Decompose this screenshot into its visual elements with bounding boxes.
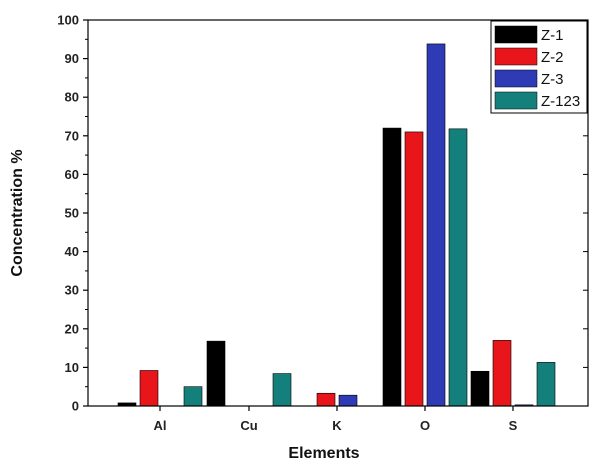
bar-z-123-o xyxy=(448,128,468,407)
legend-swatch-z-2 xyxy=(494,47,538,66)
bar-z-3-o xyxy=(426,43,446,407)
legend: Z-1 Z-2 Z-3 Z-123 xyxy=(490,20,588,114)
y-tick-label-70: 70 xyxy=(65,128,79,143)
x-tick-label-o: O xyxy=(420,418,430,433)
bar-z-1-o xyxy=(382,127,402,407)
bars-layer xyxy=(117,43,556,407)
x-tick-label-s: S xyxy=(509,418,518,433)
x-tick-label-k: K xyxy=(332,418,342,433)
x-tick-label-al: Al xyxy=(154,418,167,433)
y-tick-label-30: 30 xyxy=(65,283,79,298)
y-tick-label-20: 20 xyxy=(65,321,79,336)
y-tick-label-10: 10 xyxy=(65,360,79,375)
y-tick-label-90: 90 xyxy=(65,51,79,66)
legend-swatch-z-1 xyxy=(494,25,538,44)
legend-label-z-2: Z-2 xyxy=(541,49,564,66)
bar-z-123-cu xyxy=(272,373,292,407)
bar-z-2-al xyxy=(139,370,159,407)
axes-layer: 0 10 20 30 40 50 60 70 80 90 100 Al Cu K O S xyxy=(57,13,589,433)
y-tick-label-40: 40 xyxy=(65,244,79,259)
bar-z-2-s xyxy=(492,340,512,407)
bar-z-1-cu xyxy=(206,340,226,407)
legend-label-z-1: Z-1 xyxy=(541,27,564,44)
bar-z-1-s xyxy=(470,370,490,407)
y-tick-label-60: 60 xyxy=(65,167,79,182)
legend-label-z-3: Z-3 xyxy=(541,71,564,88)
y-tick-label-0: 0 xyxy=(72,399,79,414)
bar-z-2-o xyxy=(404,131,424,407)
y-axis-title: Concentration % xyxy=(9,149,26,276)
x-axis-title: Elements xyxy=(288,445,359,462)
legend-label-z-123: Z-123 xyxy=(541,93,580,110)
bar-z-3-k xyxy=(338,394,358,407)
bar-z-123-al xyxy=(183,386,203,407)
bar-z-2-k xyxy=(316,392,336,407)
y-tick-label-80: 80 xyxy=(65,90,79,105)
legend-swatch-z-3 xyxy=(494,69,538,88)
bar-z-123-s xyxy=(536,362,556,407)
x-tick-label-cu: Cu xyxy=(240,418,257,433)
y-tick-label-50: 50 xyxy=(65,206,79,221)
legend-swatch-z-123 xyxy=(494,91,538,110)
y-tick-label-100: 100 xyxy=(57,13,79,28)
